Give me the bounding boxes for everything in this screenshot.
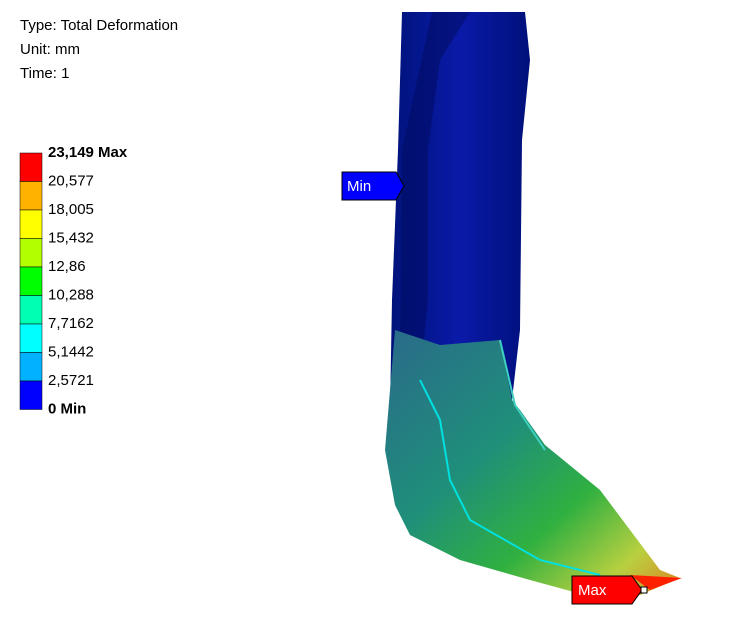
model-edge bbox=[419, 379, 601, 576]
legend-label: 5,1442 bbox=[48, 343, 94, 360]
legend-label: 18,005 bbox=[48, 201, 94, 218]
legend-swatch bbox=[19, 352, 43, 382]
legend-label: 20,577 bbox=[48, 172, 94, 189]
legend-swatch bbox=[19, 295, 43, 325]
model-tip bbox=[630, 575, 682, 590]
legend-swatch bbox=[19, 209, 43, 239]
legend-swatch bbox=[19, 380, 43, 410]
legend-swatch bbox=[19, 152, 43, 182]
probe-min: Min bbox=[341, 171, 405, 201]
legend: 23,149 Max 20,577 18,005 15,432 12,86 10,288 7… bbox=[19, 144, 128, 417]
legend-label: 2,5721 bbox=[48, 372, 94, 389]
legend-label: 0 Min bbox=[48, 400, 86, 417]
legend-label: 12,86 bbox=[48, 258, 86, 275]
probe-min-label: Min bbox=[347, 178, 371, 195]
model bbox=[385, 12, 682, 595]
legend-swatch bbox=[19, 266, 43, 296]
legend-label: 15,432 bbox=[48, 229, 94, 246]
legend-swatch bbox=[19, 323, 43, 353]
probe-max: Max bbox=[571, 575, 648, 605]
header-line: Time: 1 bbox=[20, 65, 69, 82]
model-foot bbox=[385, 330, 680, 595]
probe-max-box bbox=[571, 575, 643, 605]
legend-swatch bbox=[19, 181, 43, 211]
header-line: Unit: mm bbox=[20, 41, 80, 58]
legend-label: 7,7162 bbox=[48, 315, 94, 332]
header-line: Type: Total Deformation bbox=[20, 17, 178, 34]
probe-max-label: Max bbox=[578, 582, 607, 599]
probe-max-marker bbox=[640, 586, 648, 594]
legend-label: 23,149 Max bbox=[48, 144, 128, 161]
legend-swatch bbox=[19, 238, 43, 268]
legend-label: 10,288 bbox=[48, 286, 94, 303]
model-edge bbox=[499, 339, 546, 451]
model-shaft-shade bbox=[400, 12, 470, 390]
header: Type: Total Deformation Unit: mm Time: 1 bbox=[20, 17, 178, 82]
probe-min-box bbox=[341, 171, 405, 201]
